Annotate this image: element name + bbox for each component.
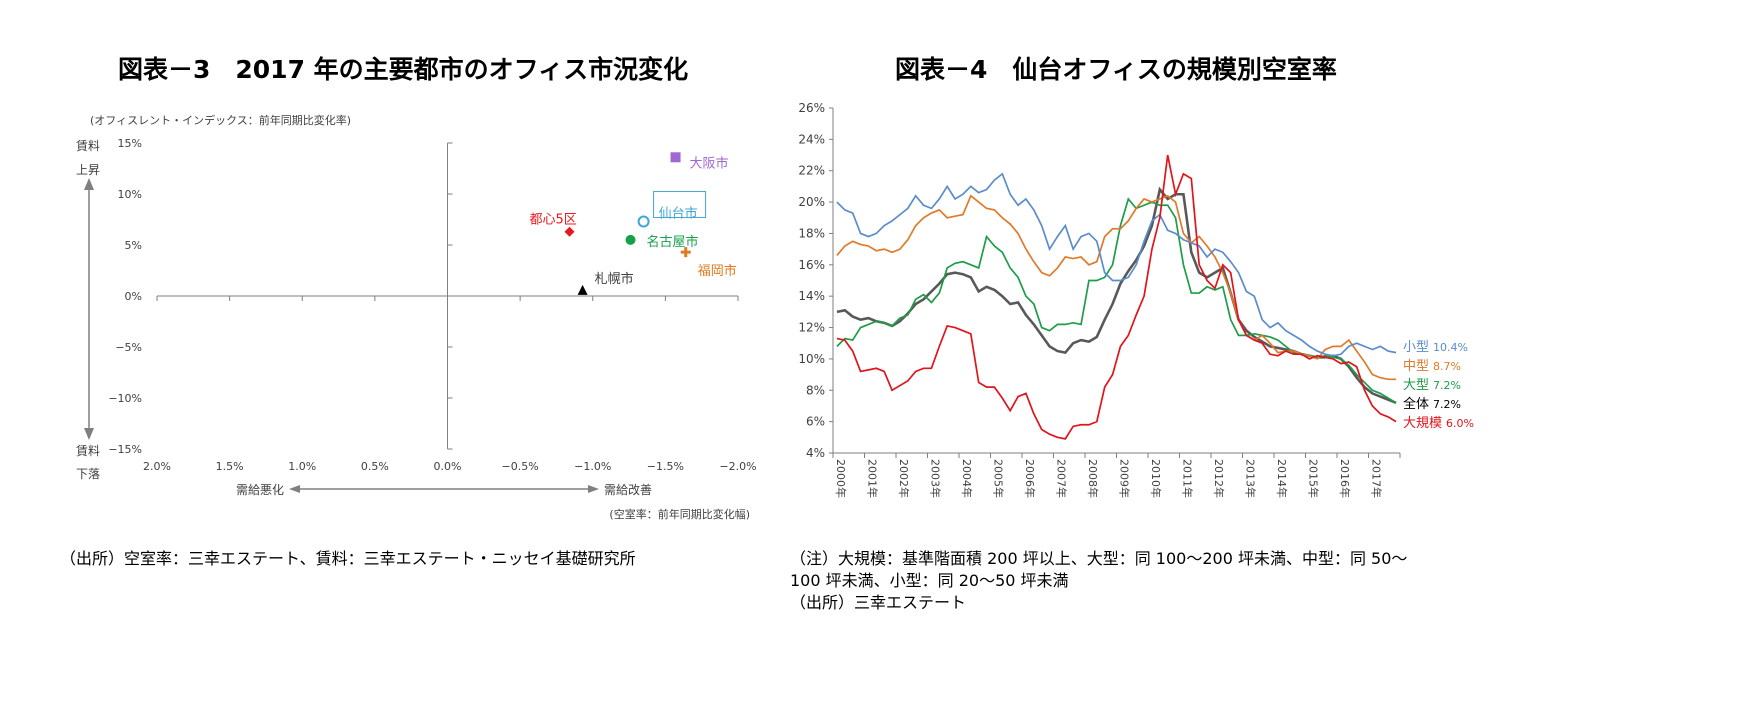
point-marker (564, 226, 575, 237)
x-tick-label: 2002年 (897, 459, 911, 498)
x-tick-label: 1.0% (288, 460, 316, 473)
x-right-label: 需給改善 (604, 482, 652, 497)
arrow-left-icon (289, 485, 300, 493)
x-tick-label: 2006年 (1023, 459, 1037, 498)
y-tick-label: −10% (108, 392, 142, 405)
y-tick-label: −15% (108, 443, 142, 456)
x-tick-label: 1.5% (216, 460, 244, 473)
x-tick-label: 2.0% (143, 460, 171, 473)
point-marker (680, 247, 691, 258)
y-tick-label: −5% (115, 341, 142, 354)
series-name: 小型 (1403, 340, 1429, 355)
y-tick-label: 15% (118, 137, 142, 150)
y-tick-label: 16% (798, 258, 825, 272)
right-chart-title: 図表－4 仙台オフィスの規模別空室率 (895, 55, 1337, 84)
x-tick-label: 2004年 (960, 459, 974, 498)
series-end-value: 7.2% (1433, 398, 1461, 411)
y-tick-label: 26% (798, 101, 825, 115)
y-tick-label: 8% (806, 383, 825, 397)
point-label: 大阪市 (690, 155, 729, 171)
x-tick-label: 2011年 (1181, 459, 1195, 498)
x-axis-title: (空室率：前年同期比変化幅) (609, 507, 750, 521)
x-tick-label: 2013年 (1244, 459, 1258, 498)
series-end-value: 7.2% (1433, 379, 1461, 392)
left-source-note: （出所）空室率：三幸エステート、賃料：三幸エステート・ニッセイ基礎研究所 (60, 549, 636, 568)
x-tick-label: 2001年 (866, 459, 880, 498)
y-tick-label: 22% (798, 164, 825, 178)
y-tick-label: 5% (125, 239, 142, 252)
point-label: 札幌市 (595, 271, 634, 287)
x-tick-label: −1.5% (647, 460, 684, 473)
left-chart-title: 図表－3 2017 年の主要都市のオフィス市況変化 (118, 55, 689, 84)
y-tick-label: 12% (798, 321, 825, 335)
series-line-中型 (836, 194, 1397, 381)
series-name: 大規模 (1403, 416, 1442, 431)
point-marker (637, 215, 650, 228)
x-left-label: 需給悪化 (236, 483, 284, 497)
series-end-value: 8.7% (1433, 360, 1461, 373)
x-tick-label: −0.5% (502, 460, 539, 473)
series-line-小型 (836, 172, 1397, 357)
series-line-大規模 (836, 154, 1397, 440)
x-tick-label: 2012年 (1212, 459, 1226, 498)
line-chart: 26% 24% 22% 20% 18% 16% 14% 12% 10% 8% 6% 4% 2000年 20… (798, 101, 1474, 498)
x-tick-label: 2000年 (834, 459, 848, 498)
y-bottom-label-1: 賃料 (76, 443, 100, 458)
right-note-2: 100 坪未満、小型：同 20～50 坪未満 (790, 571, 1069, 590)
scatter-chart: 15% 10% 5% 0% −5% −10% −15%2.0% 1.5% 1.0% 0.5% 0.0… (76, 113, 757, 521)
x-tick-label: 2010年 (1149, 459, 1163, 498)
y-tick-label: 4% (806, 446, 825, 460)
arrow-up-icon (84, 178, 94, 190)
y-tick-label: 10% (118, 188, 142, 201)
x-tick-label: 2008年 (1086, 459, 1100, 498)
point-label: 仙台市 (659, 206, 698, 222)
x-tick-label: 2017年 (1370, 459, 1384, 498)
x-tick-label: 2015年 (1307, 459, 1321, 498)
series-name: 全体 (1403, 396, 1429, 412)
point-label: 名古屋市 (647, 234, 699, 250)
y-axis-title: (オフィスレント・インデックス：前年同期比変化率) (90, 113, 351, 127)
series-end-value: 10.4% (1433, 341, 1468, 354)
x-tick-label: 2007年 (1055, 459, 1069, 498)
y-top-label-2: 上昇 (76, 163, 100, 177)
x-tick-label: 2014年 (1275, 459, 1289, 498)
point-label: 都心5区 (530, 213, 577, 228)
point-label: 福岡市 (698, 263, 737, 279)
y-tick-label: 20% (798, 195, 825, 209)
x-tick-label: 0.0% (434, 460, 462, 473)
y-tick-label: 0% (125, 290, 142, 303)
right-source-note: （出所）三幸エステート (790, 593, 967, 612)
series-name: 大型 (1403, 378, 1429, 393)
x-tick-label: 2003年 (929, 459, 943, 498)
y-bottom-label-2: 下落 (76, 467, 100, 481)
point-marker (577, 284, 588, 295)
label-box (653, 191, 707, 219)
y-tick-label: 24% (798, 132, 825, 146)
arrow-right-icon (588, 485, 599, 493)
arrow-down-icon (84, 428, 94, 440)
x-tick-label: −1.0% (574, 460, 611, 473)
series-end-value: 6.0% (1446, 417, 1474, 430)
point-marker (670, 152, 681, 163)
x-tick-label: 0.5% (361, 460, 389, 473)
y-tick-label: 14% (798, 289, 825, 303)
x-tick-label: −2.0% (719, 460, 756, 473)
x-tick-label: 2009年 (1118, 459, 1132, 498)
right-note-1: （注）大規模：基準階面積 200 坪以上、大型：同 100～200 坪未満、中型… (790, 549, 1408, 568)
series-name: 中型 (1403, 359, 1429, 374)
y-top-label-1: 賃料 (76, 138, 100, 153)
x-tick-label: 2016年 (1338, 459, 1352, 498)
y-tick-label: 18% (798, 226, 825, 240)
y-tick-label: 6% (806, 415, 825, 429)
y-tick-label: 10% (798, 352, 825, 366)
x-tick-label: 2005年 (992, 459, 1006, 498)
point-marker (625, 234, 636, 245)
